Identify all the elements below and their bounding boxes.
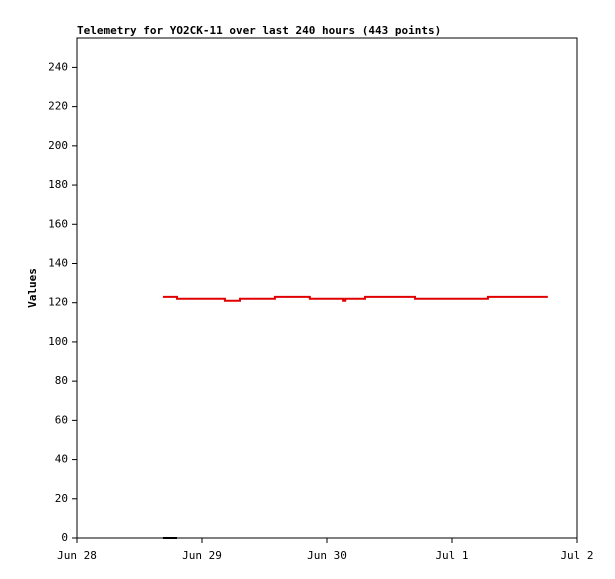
x-tick-label: Jul 1 — [435, 549, 468, 562]
y-tick-label: 220 — [48, 100, 68, 113]
x-tick-label: Jun 28 — [57, 549, 97, 562]
y-tick-label: 180 — [48, 178, 68, 191]
y-tick-label: 200 — [48, 139, 68, 152]
plot-frame — [76, 37, 578, 539]
x-tick-label: Jun 30 — [307, 549, 347, 562]
y-tick-label: 120 — [48, 296, 68, 309]
y-axis-label: Values — [26, 268, 39, 308]
x-tick-label: Jun 29 — [182, 549, 222, 562]
y-tick-label: 60 — [55, 413, 68, 426]
series-line — [162, 295, 548, 302]
x-tick-label: Jul 2 — [560, 549, 593, 562]
y-tick-label: 100 — [48, 335, 68, 348]
y-tick-label: 20 — [55, 492, 68, 505]
y-tick-label: 40 — [55, 453, 68, 466]
y-tick-label: 160 — [48, 217, 68, 230]
y-tick-label: 0 — [61, 531, 68, 544]
y-tick-label: 80 — [55, 374, 68, 387]
y-tick-label: 140 — [48, 256, 68, 269]
chart-title: Telemetry for YO2CK-11 over last 240 hou… — [77, 24, 441, 37]
y-tick-label: 240 — [48, 60, 68, 73]
